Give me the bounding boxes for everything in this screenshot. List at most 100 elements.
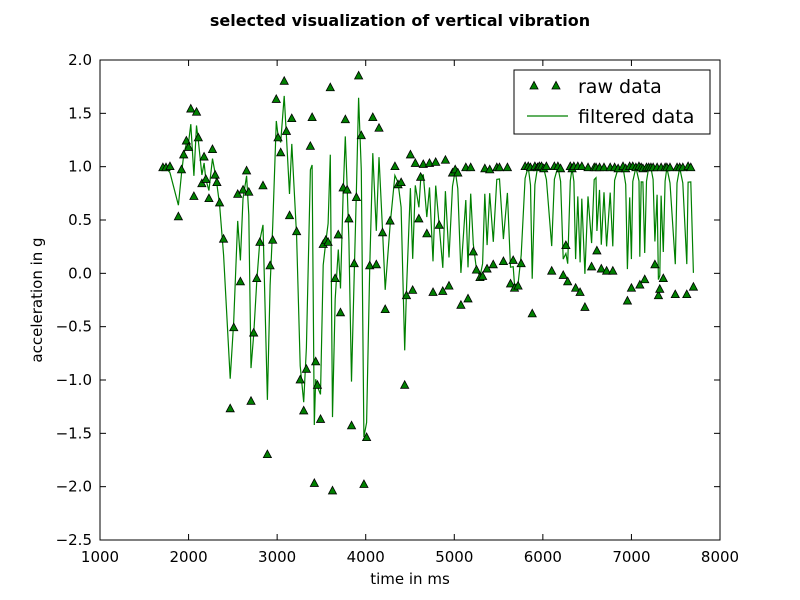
raw-data-point [463,293,473,303]
raw-data-point [626,282,637,292]
raw-data-point [494,162,505,172]
raw-data-point [165,161,175,171]
raw-data-point [291,226,302,236]
x-tick-label: 7000 [612,548,650,566]
raw-data-point [390,161,400,171]
raw-data-point [658,273,669,283]
axis-ticks [99,59,721,541]
raw-data-point [340,114,351,124]
raw-data-point [424,158,435,167]
raw-data-point [252,273,262,283]
raw-data-point [346,420,357,430]
raw-data-point [415,171,426,181]
raw-data-point [374,122,384,132]
raw-data-point [351,192,362,201]
raw-data-point [498,256,509,265]
raw-data-point [333,229,343,239]
raw-data-point [653,290,664,300]
raw-data-point [502,162,513,172]
chart-title: selected visualization of vertical vibra… [210,11,590,30]
raw-data-point [204,193,214,203]
raw-data-point [399,379,410,389]
raw-data-point [562,276,573,286]
raw-data-point [558,270,568,279]
raw-data-point [344,213,354,223]
raw-data-point [401,290,412,300]
raw-data-point [193,132,204,142]
raw-data-point [210,169,220,179]
raw-data-point [359,479,369,488]
raw-data-point [418,159,429,168]
raw-data-point [570,282,581,292]
raw-data-point [586,261,597,271]
raw-data-point [262,449,273,459]
x-tick-label: 5000 [435,548,473,566]
raw-data-point [353,70,364,80]
raw-data-marker-layer [158,70,699,495]
raw-data-point [430,156,441,166]
raw-data-point [176,164,187,174]
raw-data-point [453,167,463,177]
raw-data-point [639,274,650,284]
raw-data-point [438,286,448,295]
legend-raw-data-label: raw data [578,76,662,98]
raw-data-point [561,240,571,249]
raw-data-point [434,219,444,229]
raw-data-point [342,184,352,194]
raw-data-point [622,295,633,305]
legend-filtered-data-label: filtered data [578,106,694,128]
raw-data-point [241,165,252,175]
raw-data-point [298,405,309,415]
legend: raw data filtered data [513,69,711,135]
raw-data-point [380,304,390,313]
raw-data-point [410,158,421,167]
y-tick-label: 1.5 [68,104,92,122]
raw-data-point [471,264,482,274]
raw-data-point [665,162,675,172]
raw-data-point [508,255,518,264]
raw-data-point [635,279,645,289]
raw-data-point [516,258,526,268]
raw-data-point [555,163,566,173]
raw-data-point [599,162,609,172]
raw-data-point [405,149,416,159]
legend-raw-data-marker [551,80,561,90]
raw-data-point [212,177,222,187]
raw-data-point [385,215,395,225]
raw-data-point [428,287,438,296]
raw-data-point [414,213,424,223]
raw-data-point [183,142,194,151]
raw-data-point [201,174,211,183]
x-tick-label: 1000 [81,548,119,566]
raw-data-point [265,260,275,270]
raw-data-point [275,147,286,157]
raw-data-point [527,308,537,318]
raw-data-point [235,276,246,286]
raw-data-point [655,283,665,293]
raw-data-point [327,485,338,495]
raw-data-point [580,302,590,311]
legend-box [513,69,711,135]
raw-data-point [225,403,235,413]
raw-data-point [488,259,498,269]
raw-data-point [440,154,451,164]
raw-data-point [238,184,248,194]
raw-data-point [229,322,239,332]
x-tick-label: 4000 [347,548,385,566]
raw-data-point [505,278,516,288]
raw-data-point [377,227,388,237]
raw-data-point [301,363,312,373]
raw-data-point [583,162,593,172]
raw-data-point [513,280,523,290]
raw-data-point [330,273,340,283]
raw-data-point [482,263,492,273]
y-tick-label: 0.5 [68,211,92,229]
x-axis-label: time in ms [370,570,450,588]
raw-data-point [465,162,476,172]
raw-data-point [218,233,229,243]
raw-data-point [456,299,466,309]
raw-data-point [287,113,297,123]
raw-data-point [199,151,209,161]
raw-data-point [686,162,696,172]
raw-data-point [197,178,207,188]
